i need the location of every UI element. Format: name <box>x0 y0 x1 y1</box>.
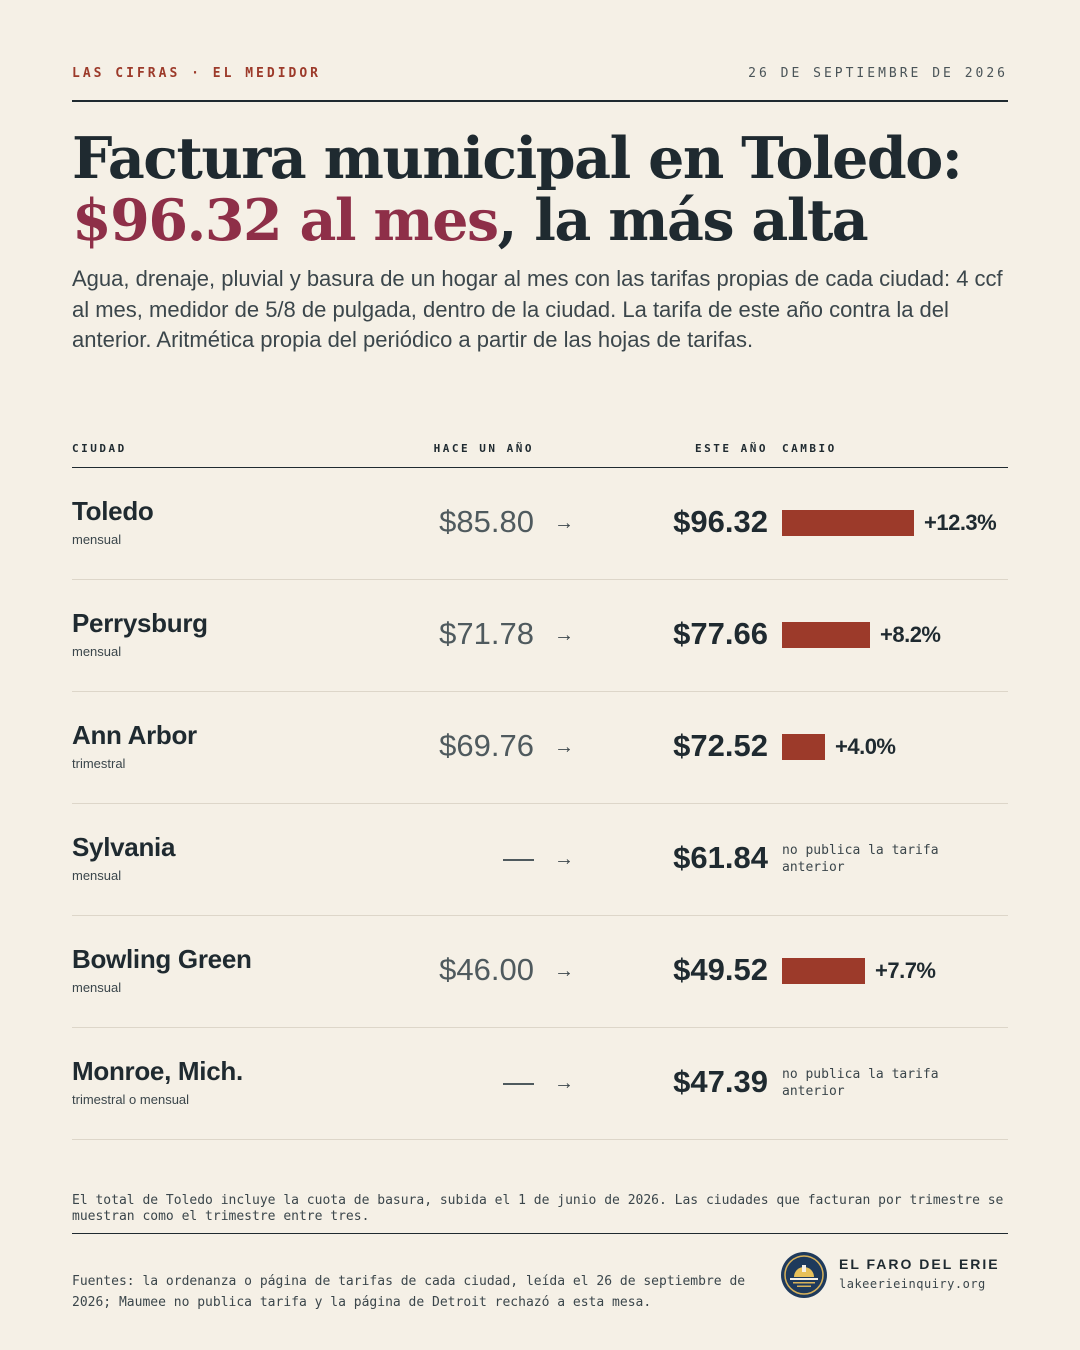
row-curr-amount: $47.39 <box>673 1064 768 1099</box>
headline-line1: Factura municipal en Toledo: <box>72 125 963 192</box>
row-frequency: mensual <box>72 980 122 995</box>
change-bar <box>782 510 914 536</box>
change-bar <box>782 958 865 984</box>
row-city: Monroe, Mich. <box>72 1056 243 1086</box>
row-frequency: trimestral o mensual <box>72 1092 190 1107</box>
arrow-right-icon: → <box>554 848 574 870</box>
col-header-city: CIUDAD <box>72 442 127 455</box>
row-city: Toledo <box>72 496 154 526</box>
row-prev-amount: $69.76 <box>439 728 534 763</box>
table-row: Ann Arbor trimestral $69.76 → $72.52 +4.0% <box>72 692 1008 804</box>
row-prev-amount: — <box>503 840 534 875</box>
change-label: +7.7% <box>875 958 936 983</box>
sources: Fuentes: la ordenanza o página de tarifa… <box>72 1274 746 1310</box>
row-curr-amount: $72.52 <box>673 728 768 763</box>
lighthouse-logo-icon <box>781 1252 827 1298</box>
row-curr-amount: $96.32 <box>673 504 768 539</box>
publication-date: 26 DE SEPTIEMBRE DE 2026 <box>748 66 1008 81</box>
footer-rule <box>72 1233 1008 1234</box>
table-row: Toledo mensual $85.80 → $96.32 +12.3% <box>72 468 1008 580</box>
headline: Factura municipal en Toledo: $96.32 al m… <box>72 128 1012 252</box>
row-prev-amount: $71.78 <box>439 616 534 651</box>
change-label: +8.2% <box>880 622 941 647</box>
change-label: +12.3% <box>924 510 997 535</box>
row-city: Sylvania <box>72 832 176 862</box>
headline-rest: , la más alta <box>497 187 869 254</box>
row-frequency: mensual <box>72 868 122 883</box>
table-row: Perrysburg mensual $71.78 → $77.66 +8.2% <box>72 580 1008 692</box>
headline-highlight: $96.32 al mes <box>72 187 499 254</box>
row-frequency: mensual <box>72 644 122 659</box>
arrow-right-icon: → <box>554 736 574 758</box>
section-kicker: LAS CIFRAS · EL MEDIDOR <box>72 66 322 81</box>
row-prev-amount: — <box>503 1064 534 1099</box>
change-note: no publica la tarifa anterior <box>782 843 939 875</box>
row-city: Bowling Green <box>72 944 252 974</box>
brand-name: EL FARO DEL ERIE <box>839 1256 1000 1272</box>
row-prev-amount: $85.80 <box>439 504 534 539</box>
brand-site-link[interactable]: lakeerieinquiry.org <box>839 1277 986 1291</box>
table-row: Sylvania mensual — → $61.84 no publica la tar… <box>72 804 1008 916</box>
col-header-change: CAMBIO <box>782 442 837 455</box>
masthead-bar: LAS CIFRAS · EL MEDIDOR 26 DE SEPTIEMBRE… <box>72 64 1008 102</box>
table-body: Toledo mensual $85.80 → $96.32 +12.3% Perrysbu… <box>72 468 1008 1140</box>
footnote: El total de Toledo incluye la cuota de b… <box>72 1193 1004 1224</box>
arrow-right-icon: → <box>554 1072 574 1094</box>
change-note: no publica la tarifa anterior <box>782 1067 939 1099</box>
arrow-right-icon: → <box>554 512 574 534</box>
row-curr-amount: $61.84 <box>673 840 768 875</box>
row-city: Ann Arbor <box>72 720 197 750</box>
row-curr-amount: $77.66 <box>673 616 768 651</box>
change-bar <box>782 734 825 760</box>
row-frequency: trimestral <box>72 756 126 771</box>
row-city: Perrysburg <box>72 608 208 638</box>
row-prev-amount: $46.00 <box>439 952 534 987</box>
row-frequency: mensual <box>72 532 122 547</box>
table-header: CIUDAD HACE UN AÑO ESTE AÑO CAMBIO <box>72 440 1008 468</box>
table-row: Monroe, Mich. trimestral o mensual — → $47.3… <box>72 1028 1008 1140</box>
change-label: +4.0% <box>835 734 896 759</box>
col-header-prev: HACE UN AÑO <box>433 442 534 455</box>
table-row: Bowling Green mensual $46.00 → $49.52 +7.7% <box>72 916 1008 1028</box>
arrow-right-icon: → <box>554 960 574 982</box>
change-bar <box>782 622 870 648</box>
col-header-curr: ESTE AÑO <box>695 442 768 455</box>
arrow-right-icon: → <box>554 624 574 646</box>
dek: Agua, drenaje, pluvial y basura de un ho… <box>72 266 1003 352</box>
row-curr-amount: $49.52 <box>673 952 768 987</box>
